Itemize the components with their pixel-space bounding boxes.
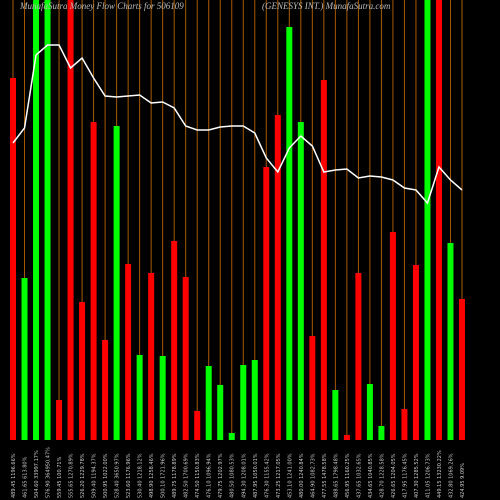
x-tick-label: 530.40 1218.12% bbox=[138, 453, 144, 498]
x-tick-label: 480.50 1080.53% bbox=[230, 453, 236, 498]
x-tick-label: 487.95 1050.01% bbox=[253, 453, 259, 498]
bar bbox=[33, 0, 40, 440]
x-tick-label: 476.10 1096.94% bbox=[207, 453, 213, 498]
bar bbox=[378, 426, 385, 440]
x-tick-label: 489.75 1178.89% bbox=[172, 453, 178, 498]
bar bbox=[194, 411, 201, 440]
x-tick-label: 576.90 364950.47% bbox=[46, 447, 52, 498]
bar bbox=[320, 80, 327, 440]
x-tick-label: 426.65 1204.05% bbox=[391, 453, 397, 498]
x-tick-label: 504.60 33997.17% bbox=[34, 450, 40, 498]
x-tick-label: 500.95 1022.00% bbox=[103, 453, 109, 498]
x-tick-label: 437.65 1032.65% bbox=[356, 453, 362, 498]
bar bbox=[182, 277, 189, 440]
bar bbox=[251, 360, 258, 440]
x-tick-label: 488.65 1798.48% bbox=[333, 453, 339, 498]
bar bbox=[56, 400, 63, 440]
bar bbox=[447, 243, 454, 440]
bar bbox=[401, 409, 408, 440]
bar bbox=[355, 273, 362, 440]
x-tick-label: 523.60 1176.96% bbox=[126, 453, 132, 498]
x-tick-label: 494.30 1208.01% bbox=[241, 453, 247, 498]
x-tick-label: 417.95 1176.45% bbox=[402, 453, 408, 498]
bar bbox=[459, 299, 465, 440]
bar bbox=[228, 433, 235, 440]
x-tick-label: 461.65 613.80% bbox=[23, 456, 29, 498]
bar bbox=[274, 115, 281, 440]
x-tick-label: 407.30 1285.52% bbox=[414, 453, 420, 498]
x-tick-label: 476.30 1155.42% bbox=[264, 453, 270, 498]
x-tick-label: 453.10 1241.00% bbox=[287, 453, 293, 498]
x-tick-label: 479.75 1202.97% bbox=[218, 453, 224, 498]
bar bbox=[435, 0, 442, 440]
x-tick-label: 456.95 1160.25% bbox=[345, 453, 351, 498]
bar bbox=[240, 365, 247, 440]
x-tick-label: 411.05 1206.73% bbox=[425, 453, 431, 498]
bar bbox=[148, 273, 155, 440]
bar bbox=[44, 0, 51, 440]
x-tick-label: 424.95 9.09% bbox=[460, 463, 466, 498]
bar bbox=[205, 366, 212, 440]
x-tick-label: 449.15 13230.22% bbox=[437, 450, 443, 498]
bar bbox=[424, 0, 431, 440]
bar bbox=[297, 122, 304, 440]
x-tick-label: 432.80 1069.26% bbox=[448, 453, 454, 498]
money-flow-line bbox=[12, 44, 463, 205]
chart-title: MunafaSutra Money Flow Charts for 506109 bbox=[19, 1, 184, 11]
chart-subtitle: (GENESYS INT.) MunafaSutra.com bbox=[262, 1, 391, 11]
bar bbox=[366, 384, 373, 440]
bar bbox=[309, 336, 316, 440]
bar bbox=[67, 0, 74, 440]
bar bbox=[79, 302, 86, 440]
bar bbox=[159, 356, 166, 440]
bar bbox=[217, 385, 224, 440]
bar bbox=[343, 435, 350, 440]
x-tick-label: 480.00 1240.84% bbox=[299, 453, 305, 498]
x-tick-label: 477.55 1478.58% bbox=[322, 453, 328, 498]
x-tick-label: 464.90 1082.73% bbox=[310, 453, 316, 498]
x-tick-label: 473.25 1217.05% bbox=[276, 453, 282, 498]
x-tick-label: 559.45 100.71% bbox=[57, 456, 63, 498]
x-tick-label: 482.50 1700.69% bbox=[184, 453, 190, 498]
x-tick-label: 428.70 1228.58% bbox=[379, 453, 385, 498]
bar bbox=[389, 232, 396, 440]
x-tick-label: 489.45 1196.66% bbox=[11, 453, 17, 498]
bar bbox=[286, 27, 293, 440]
x-tick-label: 434.65 1040.85% bbox=[368, 453, 374, 498]
bar bbox=[263, 167, 270, 440]
bar bbox=[412, 265, 419, 440]
x-tick-label: 526.20 1229.78% bbox=[80, 453, 86, 498]
bar bbox=[171, 241, 178, 440]
bar bbox=[113, 126, 120, 440]
bar bbox=[10, 78, 16, 440]
x-tick-label: 528.40 3650.97% bbox=[115, 453, 121, 498]
x-tick-label: 498.90 1258.46% bbox=[149, 453, 155, 498]
bar bbox=[125, 264, 132, 440]
bar bbox=[90, 122, 97, 440]
bar bbox=[21, 278, 28, 440]
bar bbox=[102, 340, 109, 440]
x-tick-label: 555.65 1270.89% bbox=[69, 453, 75, 498]
x-tick-label: 509.40 1194.37% bbox=[92, 453, 98, 498]
bar bbox=[136, 355, 143, 440]
bar bbox=[332, 390, 339, 440]
x-tick-label: 500.10 1721.96% bbox=[161, 453, 167, 498]
x-tick-label: 474.50 1150.83% bbox=[195, 453, 201, 498]
